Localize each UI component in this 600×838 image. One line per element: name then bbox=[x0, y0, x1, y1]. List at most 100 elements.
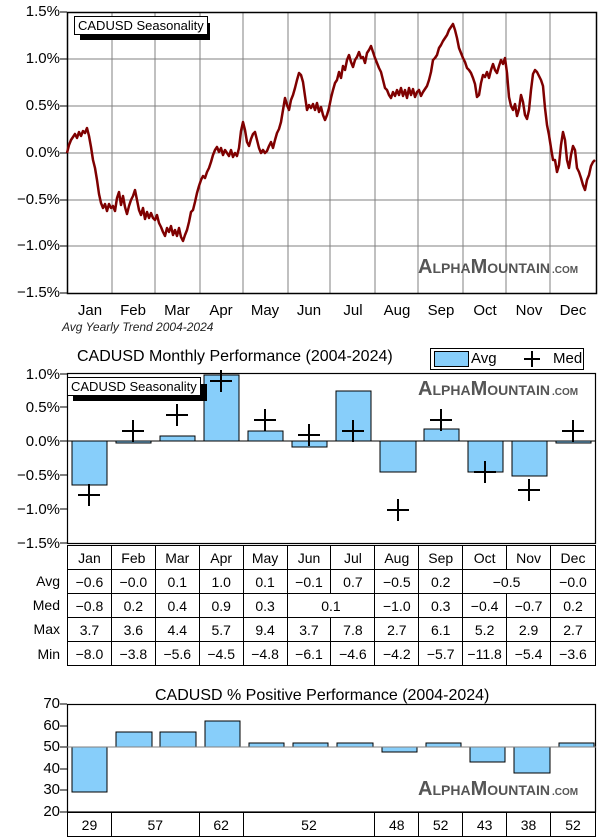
table-cell: 2.7 bbox=[550, 617, 596, 642]
table-cell: 0.3 bbox=[242, 593, 288, 618]
table-cell: 0.9 bbox=[198, 593, 244, 618]
table-cell: 0.2 bbox=[418, 569, 464, 594]
month-header: Mar bbox=[154, 545, 200, 570]
table-cell: 0.2 bbox=[110, 593, 156, 618]
table-cell: −4.5 bbox=[198, 641, 244, 666]
table-cell: 6.1 bbox=[418, 617, 464, 642]
table-cell: −3.8 bbox=[110, 641, 156, 666]
positive-values-row: 29 57 62 52 48 52 43 38 52 bbox=[67, 812, 597, 837]
x-tick: Jul bbox=[343, 302, 363, 319]
x-tick: May bbox=[250, 302, 280, 319]
table-cell: 3.7 bbox=[286, 617, 332, 642]
table-cell: −0.0 bbox=[550, 569, 596, 594]
x-tick: Aug bbox=[383, 302, 411, 319]
table-cell: 4.4 bbox=[154, 617, 200, 642]
y-tick: −1.0% bbox=[17, 237, 60, 254]
table-cell: 9.4 bbox=[242, 617, 288, 642]
table-cell: −5.4 bbox=[506, 641, 551, 666]
y-tick: −0.5% bbox=[17, 191, 60, 208]
median-markers bbox=[78, 370, 584, 521]
chart-legend: Avg Med bbox=[430, 348, 584, 370]
legend-med-label: Med bbox=[553, 350, 583, 367]
table-cell: −4.6 bbox=[330, 641, 376, 666]
table-cell: 0.7 bbox=[330, 569, 376, 594]
y-tick: 70 bbox=[43, 695, 60, 712]
month-header: Dec bbox=[550, 545, 596, 570]
x-tick: Jun bbox=[296, 302, 322, 319]
y-tick: 0.0% bbox=[25, 433, 60, 450]
y-tick: 1.5% bbox=[25, 3, 60, 20]
table-row-min: −8.0 −3.8 −5.6 −4.5 −4.8 −6.1 −4.6 −4.2 … bbox=[67, 641, 596, 666]
table-cell: 0.4 bbox=[154, 593, 200, 618]
y-tick: 30 bbox=[43, 781, 60, 798]
top-chart-plot bbox=[60, 11, 598, 295]
table-cell: 29 bbox=[67, 812, 112, 837]
table-cell: 62 bbox=[198, 812, 244, 837]
month-header: Jun bbox=[286, 545, 332, 570]
table-cell: 5.7 bbox=[198, 617, 244, 642]
month-header: Jan bbox=[67, 545, 112, 570]
month-header: Oct bbox=[462, 545, 508, 570]
mid-chart-plot bbox=[60, 370, 597, 545]
table-cell: −6.1 bbox=[286, 641, 332, 666]
table-cell: −0.5 bbox=[462, 569, 551, 594]
row-label-min: Min bbox=[37, 646, 60, 662]
monthly-stats-table: Jan Feb Mar Apr May Jun Jul Aug Sep Oct … bbox=[67, 545, 596, 666]
y-tick: 1.0% bbox=[25, 366, 60, 383]
bottom-chart-plot bbox=[60, 703, 597, 813]
table-cell: 5.2 bbox=[462, 617, 508, 642]
x-tick: Dec bbox=[559, 302, 587, 319]
table-cell: 57 bbox=[110, 812, 200, 837]
table-cell: −0.8 bbox=[67, 593, 112, 618]
month-header: May bbox=[242, 545, 288, 570]
legend-med-cross-icon bbox=[524, 351, 540, 367]
y-tick: −1.5% bbox=[17, 535, 60, 552]
table-cell: 0.1 bbox=[286, 593, 376, 618]
table-cell: 0.3 bbox=[418, 593, 464, 618]
x-tick: Sep bbox=[427, 302, 455, 319]
x-tick: Nov bbox=[515, 302, 543, 319]
alphamountain-logo: ALPHAMOUNTAIN .COM bbox=[418, 256, 579, 278]
row-label-avg: Avg bbox=[36, 573, 60, 589]
bottom-chart-title: CADUSD % Positive Performance (2004-2024… bbox=[155, 687, 490, 704]
alphamountain-logo: ALPHAMOUNTAIN .COM bbox=[418, 778, 579, 800]
y-tick: 50 bbox=[43, 738, 60, 755]
month-header: Aug bbox=[374, 545, 420, 570]
month-header: Sep bbox=[418, 545, 464, 570]
y-tick: 0.0% bbox=[25, 144, 60, 161]
top-chart-subtitle: Avg Yearly Trend 2004-2024 bbox=[62, 320, 214, 334]
table-cell: 3.7 bbox=[67, 617, 112, 642]
y-tick: −1.5% bbox=[17, 284, 60, 301]
x-tick: Oct bbox=[473, 302, 497, 319]
x-tick: Apr bbox=[209, 302, 233, 319]
table-cell: 0.1 bbox=[154, 569, 200, 594]
x-tick: Feb bbox=[120, 302, 146, 319]
x-tick: Mar bbox=[164, 302, 190, 319]
table-cell: −11.8 bbox=[462, 641, 508, 666]
positive-values-table: 29 57 62 52 48 52 43 38 52 bbox=[67, 812, 597, 837]
legend-avg-swatch bbox=[434, 351, 469, 367]
row-label-med: Med bbox=[32, 597, 60, 613]
month-header: Apr bbox=[198, 545, 244, 570]
table-cell: −5.6 bbox=[154, 641, 200, 666]
mid-chart-title: CADUSD Monthly Performance (2004-2024) bbox=[77, 348, 393, 365]
table-cell: −0.4 bbox=[462, 593, 508, 618]
y-tick: −0.5% bbox=[17, 467, 60, 484]
top-chart-grid bbox=[67, 12, 596, 293]
table-row-avg: −0.6 −0.0 0.1 1.0 0.1 −0.1 0.7 −0.5 0.2 … bbox=[67, 569, 596, 594]
table-cell: −4.2 bbox=[374, 641, 420, 666]
month-header: Jul bbox=[330, 545, 376, 570]
y-tick: 0.5% bbox=[25, 97, 60, 114]
table-cell: −5.7 bbox=[418, 641, 464, 666]
y-tick: 1.0% bbox=[25, 50, 60, 67]
table-cell: −1.0 bbox=[374, 593, 420, 618]
table-cell: 52 bbox=[242, 812, 376, 837]
month-header: Feb bbox=[110, 545, 156, 570]
table-cell: 38 bbox=[506, 812, 551, 837]
trend-line bbox=[65, 22, 596, 243]
table-cell: 43 bbox=[462, 812, 508, 837]
table-cell: 2.7 bbox=[374, 617, 420, 642]
table-cell: −0.5 bbox=[374, 569, 420, 594]
table-cell: 48 bbox=[374, 812, 420, 837]
table-cell: 1.0 bbox=[198, 569, 244, 594]
